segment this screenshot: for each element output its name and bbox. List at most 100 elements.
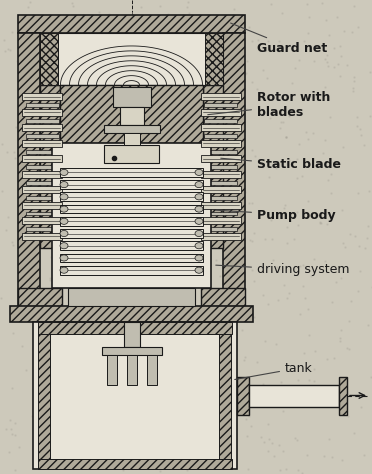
Point <box>116 168 122 175</box>
Point <box>157 2 163 10</box>
Point <box>185 466 190 474</box>
Point <box>331 63 337 71</box>
Point <box>365 321 371 329</box>
Point <box>362 451 368 459</box>
Point <box>91 40 97 48</box>
Point <box>209 238 215 246</box>
Point <box>214 326 220 333</box>
Bar <box>26 181 59 184</box>
Point <box>252 152 258 160</box>
Point <box>286 289 292 297</box>
Bar <box>60 254 203 262</box>
Point <box>71 277 77 284</box>
Point <box>355 23 361 31</box>
Point <box>203 377 209 385</box>
Point <box>201 69 207 76</box>
Point <box>77 117 83 124</box>
Point <box>59 81 65 88</box>
Point <box>289 80 295 87</box>
Text: Rotor with
blades: Rotor with blades <box>208 91 330 119</box>
Point <box>137 361 143 369</box>
Point <box>102 190 108 197</box>
Bar <box>201 140 241 147</box>
Point <box>68 126 74 134</box>
Point <box>231 5 237 12</box>
Point <box>173 22 179 29</box>
Point <box>10 241 16 248</box>
Point <box>219 93 225 101</box>
Point <box>300 282 306 289</box>
Point <box>262 236 268 243</box>
Bar <box>201 171 241 178</box>
Point <box>44 96 49 103</box>
Point <box>367 68 372 76</box>
Bar <box>33 322 237 469</box>
Point <box>202 311 208 319</box>
Bar <box>204 150 237 154</box>
Bar <box>38 334 50 459</box>
Point <box>282 383 288 391</box>
Ellipse shape <box>195 194 203 200</box>
Point <box>283 384 289 392</box>
Bar <box>103 125 160 133</box>
Point <box>329 454 335 461</box>
Point <box>317 219 323 226</box>
Point <box>45 179 51 187</box>
Point <box>299 469 305 474</box>
Point <box>281 204 287 211</box>
Point <box>77 355 83 362</box>
Point <box>109 16 115 24</box>
Point <box>68 100 74 108</box>
Point <box>65 439 71 447</box>
Point <box>265 447 271 455</box>
Point <box>308 273 314 280</box>
Point <box>3 425 9 432</box>
Bar <box>201 288 245 306</box>
Point <box>241 356 247 364</box>
Ellipse shape <box>60 243 68 249</box>
Point <box>355 189 360 197</box>
Bar <box>60 85 203 143</box>
Point <box>137 202 142 210</box>
Point <box>145 99 151 107</box>
Point <box>121 21 127 28</box>
Point <box>274 264 280 271</box>
Point <box>89 91 95 99</box>
Point <box>340 144 346 151</box>
Point <box>123 337 129 345</box>
Bar <box>204 227 237 231</box>
Point <box>29 412 35 419</box>
Point <box>44 70 50 78</box>
Point <box>111 32 117 40</box>
Point <box>243 105 249 113</box>
Point <box>199 325 205 332</box>
Point <box>260 66 266 73</box>
Point <box>189 350 195 357</box>
Point <box>286 112 292 120</box>
Point <box>58 219 64 227</box>
Bar <box>204 196 237 200</box>
Point <box>346 317 352 324</box>
Point <box>100 319 106 326</box>
Point <box>244 57 250 64</box>
Point <box>344 61 350 69</box>
Point <box>174 272 180 280</box>
Point <box>135 271 141 278</box>
Point <box>109 32 115 39</box>
Point <box>136 36 142 43</box>
Point <box>323 16 329 24</box>
Point <box>235 175 241 183</box>
Point <box>159 11 165 18</box>
Bar <box>52 143 211 288</box>
Point <box>123 445 129 452</box>
Ellipse shape <box>60 255 68 261</box>
Point <box>153 419 159 426</box>
Point <box>70 25 76 33</box>
Point <box>245 465 251 473</box>
Point <box>265 37 271 45</box>
Point <box>295 221 301 229</box>
Point <box>265 420 271 428</box>
Point <box>266 210 272 218</box>
Point <box>350 84 356 91</box>
Point <box>225 229 231 237</box>
